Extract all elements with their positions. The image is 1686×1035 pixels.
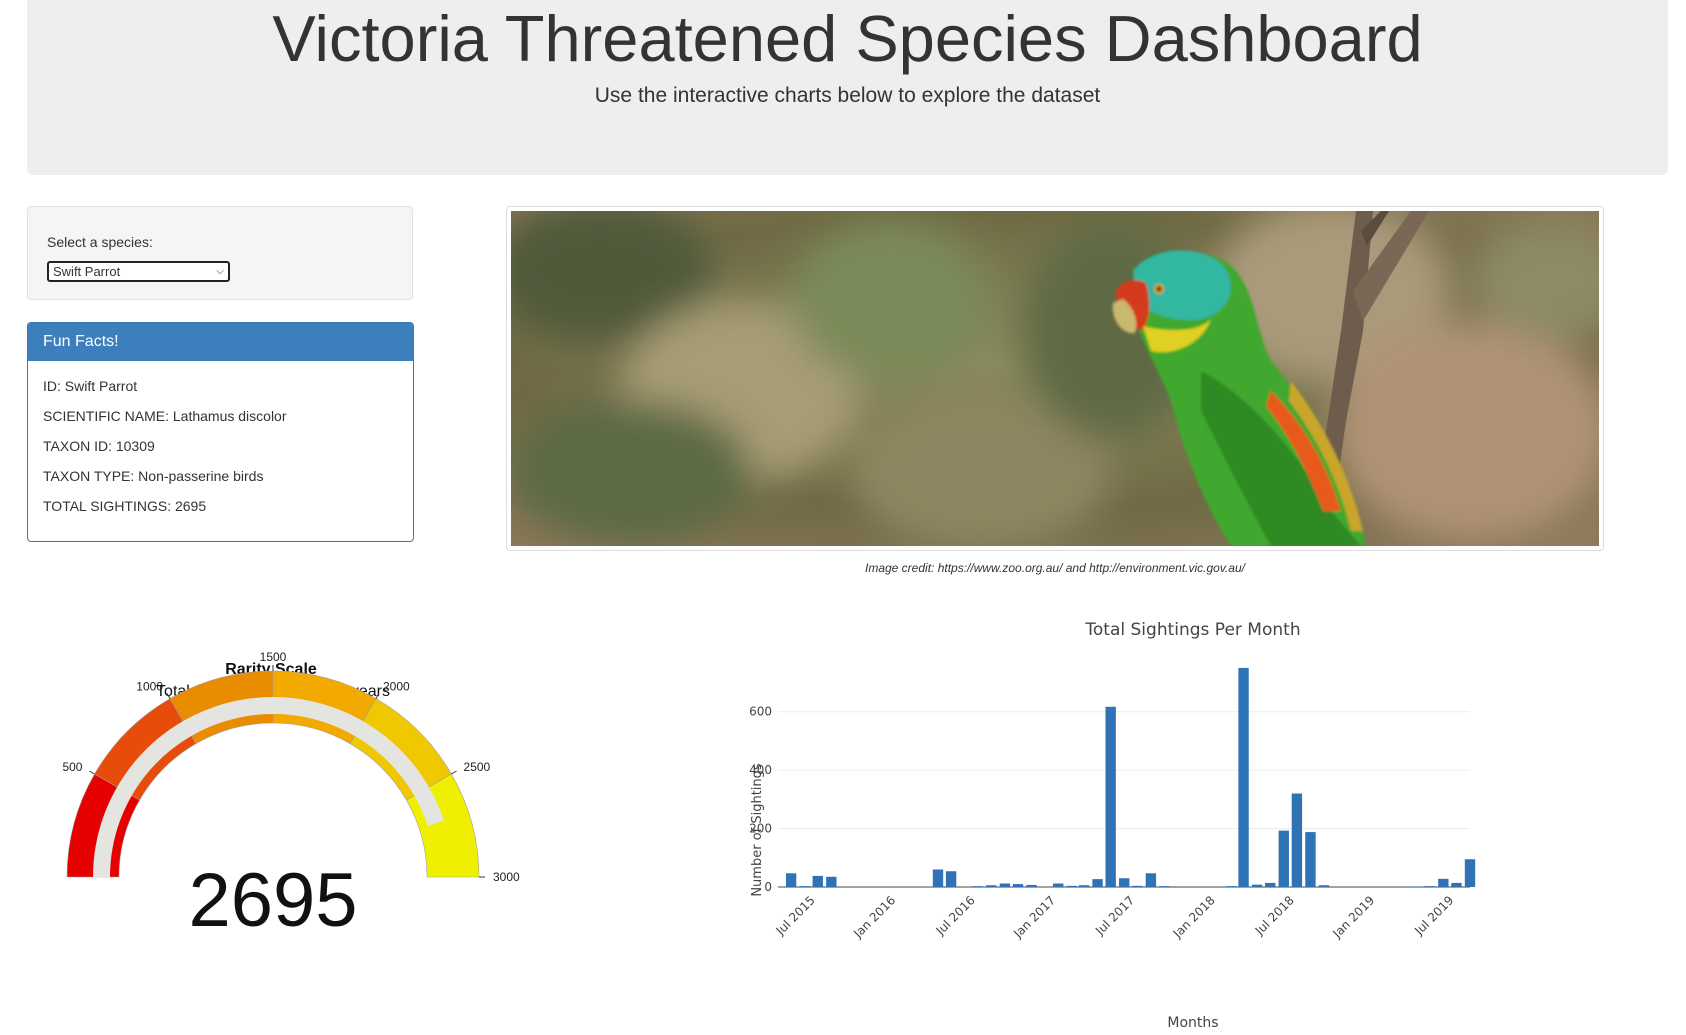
- bar-xtick-label-8: Jul 2019: [1411, 893, 1456, 938]
- bar-xtick-label-7: Jan 2019: [1329, 893, 1377, 941]
- bar-ytick-label-400: 400: [749, 763, 772, 777]
- fact-taxon-type: TAXON TYPE: Non-passerine birds: [43, 468, 264, 484]
- bar-2016-04[interactable]: [932, 869, 944, 887]
- gauge-tick-2000: [375, 693, 380, 699]
- sightings-bar-chart: Total Sightings Per Month 0 200 400 600 Jul…: [749, 620, 1476, 1031]
- bar-2016-08[interactable]: [986, 885, 997, 887]
- fun-facts-heading: Fun Facts!: [28, 323, 413, 361]
- bar-2019-06[interactable]: [1438, 878, 1449, 887]
- bar-2017-09[interactable]: [1159, 886, 1170, 887]
- bar-xtick-label-3: Jan 2017: [1010, 893, 1058, 941]
- bar-xtick-label-2: Jul 2016: [933, 893, 978, 938]
- fun-facts-panel: Fun Facts! ID: Swift Parrot SCIENTIFIC N…: [27, 322, 414, 542]
- chevron-down-icon: ⌵: [216, 266, 224, 277]
- header-banner: Victoria Threatened Species Dashboard Us…: [27, 0, 1668, 175]
- page-subtitle: Use the interactive charts below to expl…: [594, 84, 1101, 107]
- rarity-gauge-chart: Rarity Scale Total Sightings in the last…: [62, 650, 520, 943]
- bar-2018-06[interactable]: [1278, 830, 1289, 887]
- gauge-tick-label-1500: 1500: [260, 650, 287, 664]
- bar-2016-09[interactable]: [999, 883, 1011, 887]
- fact-taxon-id: TAXON ID: 10309: [43, 438, 155, 454]
- page-title: Victoria Threatened Species Dashboard: [272, 2, 1423, 75]
- swift-parrot-photo: [511, 211, 1599, 546]
- bar-2018-03[interactable]: [1238, 667, 1249, 887]
- bar-xtick-label-0: Jul 2015: [773, 893, 818, 938]
- gauge-tick-1000: [166, 693, 171, 699]
- bar-xtick-label-6: Jul 2018: [1252, 893, 1297, 938]
- bar-chart-title: Total Sightings Per Month: [1084, 620, 1300, 640]
- fact-id: ID: Swift Parrot: [43, 378, 138, 394]
- species-image-frame: [506, 206, 1604, 551]
- bar-2016-11[interactable]: [1026, 884, 1037, 887]
- gauge-tick-2500: [451, 770, 457, 775]
- bar-2018-02[interactable]: [1226, 886, 1237, 887]
- bar-2017-05[interactable]: [1105, 706, 1116, 887]
- species-select[interactable]: Swift Parrot ⌵: [47, 261, 230, 282]
- bar-xtick-label-4: Jul 2017: [1092, 893, 1137, 938]
- bar-2017-06[interactable]: [1119, 878, 1130, 887]
- bar-2019-07[interactable]: [1451, 882, 1462, 887]
- gauge-tick-label-2500: 2500: [464, 760, 491, 774]
- bar-2019-05[interactable]: [1424, 886, 1435, 887]
- bar-2018-04[interactable]: [1251, 884, 1263, 887]
- image-credit: Image credit: https://www.zoo.org.au/ an…: [865, 561, 1245, 575]
- bar-2017-02[interactable]: [1066, 885, 1077, 887]
- bar-chart-ylabel: Number of Sightings: [750, 763, 765, 897]
- bar-2017-03[interactable]: [1078, 885, 1090, 887]
- fact-scientific-name: SCIENTIFIC NAME: Lathamus discolor: [43, 408, 287, 424]
- bar-2019-04[interactable]: [1411, 886, 1422, 887]
- bar-2016-05[interactable]: [945, 871, 957, 887]
- bar-2017-01[interactable]: [1053, 883, 1064, 887]
- gauge-tick-500: [89, 770, 95, 775]
- gauge-tick-label-2000: 2000: [383, 679, 410, 693]
- bar-xtick-label-5: Jan 2018: [1170, 893, 1218, 941]
- bar-xtick-label-1: Jan 2016: [850, 893, 898, 941]
- bar-2018-07[interactable]: [1291, 793, 1303, 887]
- species-select-value: Swift Parrot: [53, 264, 121, 279]
- bar-2019-08[interactable]: [1464, 859, 1476, 887]
- gauge-tick-label-500: 500: [62, 760, 82, 774]
- gauge-value-bar: [93, 697, 444, 877]
- bar-2017-07[interactable]: [1132, 885, 1143, 887]
- bar-2015-05[interactable]: [785, 873, 797, 887]
- bar-ytick-label-600: 600: [749, 705, 772, 719]
- bar-2018-05[interactable]: [1265, 882, 1276, 887]
- gauge-tick-label-3000: 3000: [493, 870, 520, 884]
- bar-ytick-label-0: 0: [764, 880, 772, 894]
- bar-2015-06[interactable]: [799, 886, 810, 887]
- bar-2017-04[interactable]: [1092, 879, 1103, 887]
- bar-2015-08[interactable]: [826, 876, 837, 887]
- species-select-label: Select a species:: [47, 234, 153, 250]
- bar-2015-07[interactable]: [812, 875, 823, 887]
- bar-2017-08[interactable]: [1145, 873, 1157, 887]
- bar-2018-08[interactable]: [1305, 832, 1316, 887]
- fun-facts-body: ID: Swift Parrot SCIENTIFIC NAME: Latham…: [28, 361, 413, 531]
- species-selector-panel: Select a species: Swift Parrot ⌵: [27, 206, 413, 300]
- bar-chart-xlabel: Months: [1167, 1015, 1218, 1031]
- bar-2016-07[interactable]: [972, 886, 983, 887]
- bar-ytick-label-200: 200: [749, 822, 772, 836]
- fact-total-sightings: TOTAL SIGHTINGS: 2695: [43, 498, 207, 514]
- gauge-value: 2695: [188, 858, 357, 943]
- bar-2016-10[interactable]: [1012, 884, 1024, 887]
- gauge-tick-label-1000: 1000: [136, 679, 163, 693]
- bar-2018-09[interactable]: [1318, 885, 1330, 887]
